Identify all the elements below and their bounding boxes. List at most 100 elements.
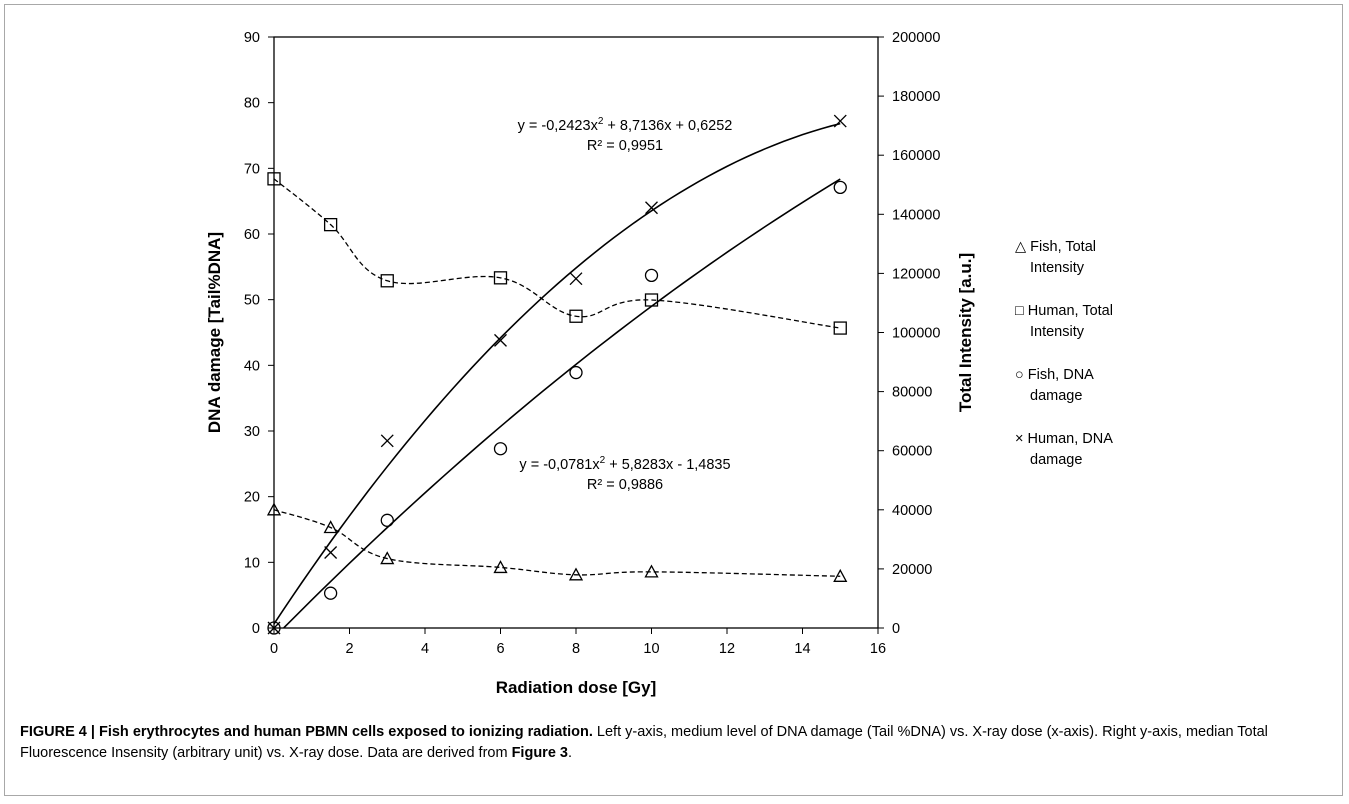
legend-label-cont: damage	[1030, 388, 1082, 404]
cross-stroke	[324, 546, 338, 559]
r-squared-line: R² = 0,9886	[587, 477, 663, 493]
caption-title: FIGURE 4 | Fish erythrocytes and human P…	[20, 724, 593, 740]
y-right-tick-label: 40000	[892, 503, 932, 519]
y-left-tick-label: 0	[252, 621, 260, 637]
chart: 0 2 4 6 8 10 12 14 16 0 10 20 30 40 50 60 70 80 90 0 20000 40…	[205, 30, 1113, 697]
legend-label-cont: damage	[1030, 452, 1082, 468]
data-point-triangle	[833, 568, 848, 582]
y-left-tick-label: 80	[244, 96, 260, 112]
trend-line-square	[273, 178, 841, 329]
square-marker	[267, 172, 281, 186]
cross-stroke	[833, 114, 847, 128]
equation-part: y = -0,0781x	[519, 457, 600, 473]
data-point-triangle	[644, 564, 659, 578]
y-left-tick-label: 10	[244, 555, 260, 571]
triangle-marker	[323, 520, 338, 534]
data-point-circle	[569, 365, 583, 380]
data-point-circle	[267, 621, 281, 635]
x-tick-label: 14	[794, 641, 810, 657]
triangle-marker	[644, 564, 659, 578]
x-tick-label: 10	[643, 641, 659, 657]
data-point-circle	[644, 268, 659, 283]
legend-label-cont: Intensity	[1030, 260, 1085, 276]
x-tick-label: 8	[572, 641, 580, 657]
figure-frame	[4, 4, 1343, 796]
equation-part: y = -0,2423x	[518, 118, 599, 134]
legend: △ Fish, Total Intensity □ Human, Total Inte…	[1015, 239, 1113, 468]
y-right-tick-label: 180000	[892, 89, 940, 105]
data-point-cross	[380, 434, 394, 448]
circle-marker	[644, 268, 659, 283]
circle-marker	[267, 621, 281, 635]
y-right-axis-title: Total Intensity [a.u.]	[956, 253, 975, 412]
y-right-tick-label: 60000	[892, 444, 932, 460]
y-left-tick-label: 50	[244, 293, 260, 309]
square-marker	[380, 274, 394, 288]
cross-stroke	[267, 621, 281, 635]
equation-exponent: 2	[600, 455, 606, 466]
data-point-cross	[494, 333, 507, 347]
y-right-tick-label: 160000	[892, 148, 940, 164]
equation-exponent: 2	[598, 116, 604, 127]
y-left-tick-label: 40	[244, 358, 260, 374]
data-point-square	[833, 321, 847, 335]
legend-label: △ Fish, Total	[1015, 239, 1096, 255]
cross-stroke	[380, 434, 394, 448]
legend-label: ○ Fish, DNA	[1015, 367, 1094, 383]
cross-stroke	[569, 272, 583, 286]
data-point-square	[493, 271, 508, 285]
y-right-tick-label: 140000	[892, 207, 940, 223]
data-point-square	[569, 309, 583, 323]
data-points	[266, 114, 848, 635]
cross-stroke	[494, 333, 507, 347]
legend-entry: □ Human, Total Intensity	[1015, 303, 1113, 340]
y-left-tick-label: 20	[244, 490, 260, 506]
y-left-tick-label: 70	[244, 161, 260, 177]
circle-marker	[569, 365, 583, 380]
equation-line: y = -0,2423x2 + 8,7136x + 0,6252	[518, 116, 733, 134]
square-marker	[323, 217, 338, 232]
caption-end: .	[567, 745, 573, 761]
equation-part: + 8,7136x + 0,6252	[603, 118, 732, 134]
triangle-marker	[266, 502, 282, 516]
square-marker	[569, 309, 583, 323]
x-tick-label: 0	[270, 641, 278, 657]
x-axis-title: Radiation dose [Gy]	[496, 678, 657, 697]
x-tick-label: 16	[870, 641, 886, 657]
data-point-circle	[833, 180, 847, 195]
circle-marker	[323, 586, 338, 600]
x-tick-label: 6	[496, 641, 504, 657]
y-right-tick-label: 0	[892, 621, 900, 637]
triangle-marker	[493, 560, 508, 574]
equation-part: + 5,8283x - 1,4835	[605, 457, 730, 473]
data-point-cross	[645, 201, 658, 215]
square-marker	[644, 293, 659, 307]
caption-text: Left y-axis, medium level of DNA damage …	[20, 724, 1268, 761]
data-point-square	[323, 217, 338, 232]
y-right-tick-label: 80000	[892, 385, 932, 401]
square-marker	[833, 321, 847, 335]
data-point-cross	[833, 114, 847, 128]
caption-figure-ref: Figure 3	[511, 745, 568, 761]
y-left-tick-label: 60	[244, 227, 260, 243]
y-right-tick-label: 100000	[892, 326, 940, 342]
x-tick-label: 4	[421, 641, 429, 657]
circle-marker	[380, 513, 394, 527]
data-point-triangle	[323, 520, 338, 534]
y-right-tick-label: 120000	[892, 266, 940, 282]
x-tick-label: 2	[345, 641, 353, 657]
triangle-marker	[568, 567, 584, 581]
data-point-cross	[569, 272, 583, 286]
legend-label-cont: Intensity	[1030, 324, 1085, 340]
trend-lines	[273, 122, 841, 629]
data-point-triangle	[568, 567, 584, 581]
data-point-cross	[324, 546, 338, 559]
legend-label: □ Human, Total	[1015, 303, 1113, 319]
trend-line-cross	[273, 122, 841, 625]
legend-label: × Human, DNA	[1015, 431, 1113, 447]
y-left-tick-label: 30	[244, 424, 260, 440]
data-point-circle	[493, 442, 508, 456]
circle-marker	[493, 442, 508, 456]
y-right-tick-label: 200000	[892, 30, 940, 46]
